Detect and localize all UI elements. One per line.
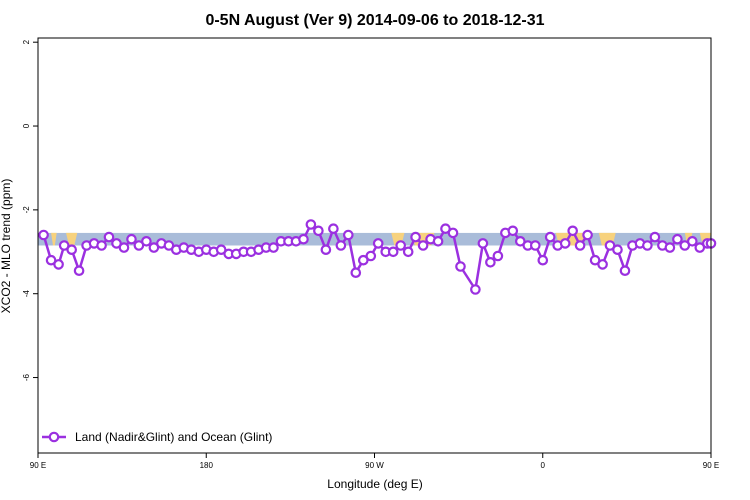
data-point (402, 246, 414, 258)
data-point (544, 231, 556, 243)
data-point (694, 242, 706, 253)
data-point (477, 238, 489, 249)
data-point (664, 242, 676, 253)
x-tick-label: 90 E (703, 461, 719, 470)
data-point (395, 240, 406, 251)
legend-label: Land (Nadir&Glint) and Ocean (Glint) (75, 430, 272, 444)
data-point (612, 244, 623, 255)
data-point (432, 236, 444, 247)
data-point (133, 240, 145, 251)
data-point (455, 261, 466, 272)
data-point (470, 284, 481, 295)
data-point (103, 231, 115, 243)
data-point (328, 223, 339, 234)
data-point (582, 229, 593, 241)
data-point (215, 244, 227, 255)
series-point-layer (38, 219, 717, 295)
data-point (537, 254, 549, 266)
data-point (305, 219, 317, 230)
data-point (58, 240, 70, 251)
data-point (148, 242, 160, 253)
data-point (507, 225, 519, 237)
x-axis-ticks: 90 E 180 90 W 0 90 E (30, 453, 719, 470)
y-tick-label: 2 (22, 39, 31, 44)
data-point (589, 254, 601, 266)
chart-title: 0-5N August (Ver 9) 2014-09-06 to 2018-1… (205, 12, 544, 29)
data-point (514, 236, 526, 247)
data-point (410, 231, 421, 243)
data-point (111, 238, 122, 249)
uncertainty-band (38, 232, 711, 246)
legend: Land (Nadir&Glint) and Ocean (Glint) (42, 430, 272, 444)
data-point (649, 231, 661, 243)
data-point (485, 256, 496, 268)
legend-marker-swatch (48, 431, 60, 443)
land-patch-1 (66, 232, 78, 246)
data-point (679, 240, 691, 251)
x-tick-label: 90 E (30, 461, 46, 470)
data-point (298, 233, 309, 245)
data-point (96, 240, 107, 251)
x-tick-label: 0 (541, 461, 546, 470)
data-point (141, 236, 152, 247)
data-point (372, 238, 384, 249)
data-point (619, 265, 631, 276)
data-point (365, 250, 377, 262)
data-point (686, 236, 698, 247)
data-point (567, 225, 578, 237)
data-point (342, 229, 354, 241)
data-point (559, 238, 571, 249)
data-point (417, 240, 429, 251)
data-point (642, 240, 653, 251)
data-point (335, 240, 347, 251)
data-point (53, 259, 64, 270)
data-point (597, 259, 608, 270)
y-axis-label: XCO2 - MLO trend (ppm) (0, 179, 13, 314)
data-point (268, 242, 279, 253)
data-point (73, 265, 85, 276)
y-tick-label: -4 (22, 290, 31, 298)
x-axis-label: Longitude (deg E) (327, 477, 422, 491)
data-point (118, 242, 130, 253)
data-point (357, 254, 369, 266)
data-point (604, 240, 616, 251)
band-rect (38, 232, 711, 246)
data-point (313, 225, 324, 237)
data-point (529, 240, 541, 251)
data-point (320, 244, 332, 255)
data-point (574, 240, 586, 251)
data-point (672, 233, 683, 245)
y-axis-ticks: 2 0 -2 -4 -6 (22, 39, 38, 381)
x-tick-label: 90 W (365, 461, 384, 470)
data-point (492, 250, 504, 262)
data-point (350, 267, 362, 278)
data-point (387, 246, 399, 258)
data-point (45, 254, 57, 266)
x-tick-label: 180 (200, 461, 214, 470)
data-point (447, 227, 459, 239)
data-point (66, 244, 77, 255)
data-point (38, 229, 49, 241)
data-point (440, 223, 451, 234)
y-tick-label: 0 (22, 123, 31, 128)
data-point (126, 233, 137, 245)
y-tick-label: -2 (22, 206, 31, 214)
land-patch-0 (51, 232, 57, 246)
y-tick-label: -6 (22, 373, 31, 381)
